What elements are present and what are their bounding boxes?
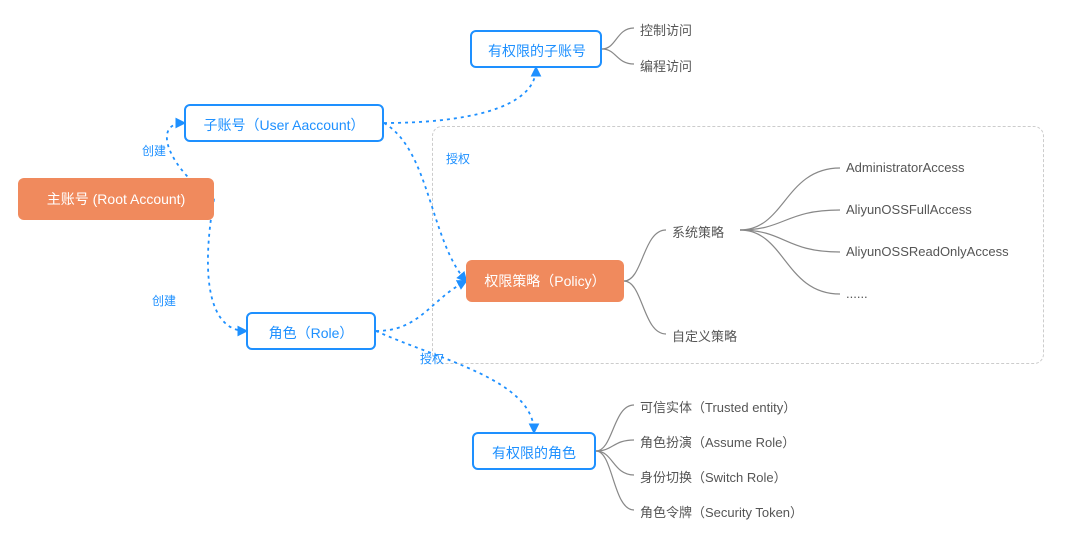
- leaf-trusted: 可信实体（Trusted entity）: [640, 397, 796, 416]
- edge-label-auth1: 授权: [446, 150, 470, 167]
- bracket-branch: [602, 49, 634, 64]
- bracket-branch: [596, 451, 634, 510]
- edge-root-right-role-left: [208, 199, 246, 331]
- node-policy: 权限策略（Policy）: [466, 260, 624, 302]
- leaf-prog: 编程访问: [640, 56, 692, 75]
- leaf-assume: 角色扮演（Assume Role）: [640, 432, 795, 451]
- edge-label-create2: 创建: [152, 292, 176, 309]
- node-subacct: 有权限的子账号: [470, 30, 602, 68]
- leaf-ossro: AliyunOSSReadOnlyAccess: [846, 244, 1009, 259]
- node-authrole: 有权限的角色: [472, 432, 596, 470]
- leaf-ctrl: 控制访问: [640, 20, 692, 39]
- bracket-branch: [596, 440, 634, 451]
- edge-label-auth2: 授权: [420, 350, 444, 367]
- node-role: 角色（Role）: [246, 312, 376, 350]
- edge-user-right-subacct-bottom: [384, 68, 536, 123]
- node-root: 主账号 (Root Account): [18, 178, 214, 220]
- bracket-branch: [596, 405, 634, 451]
- bracket-branch: [596, 451, 634, 475]
- leaf-syspolicy: 系统策略: [672, 222, 724, 241]
- leaf-admin: AdministratorAccess: [846, 160, 964, 175]
- leaf-switch: 身份切换（Switch Role）: [640, 467, 787, 486]
- leaf-more: ......: [846, 286, 868, 301]
- leaf-custpolicy: 自定义策略: [672, 326, 737, 345]
- leaf-ossfull: AliyunOSSFullAccess: [846, 202, 972, 217]
- edge-label-create1: 创建: [142, 142, 166, 159]
- bracket-branch: [602, 28, 634, 49]
- leaf-token: 角色令牌（Security Token）: [640, 502, 803, 521]
- node-user: 子账号（User Aaccount）: [184, 104, 384, 142]
